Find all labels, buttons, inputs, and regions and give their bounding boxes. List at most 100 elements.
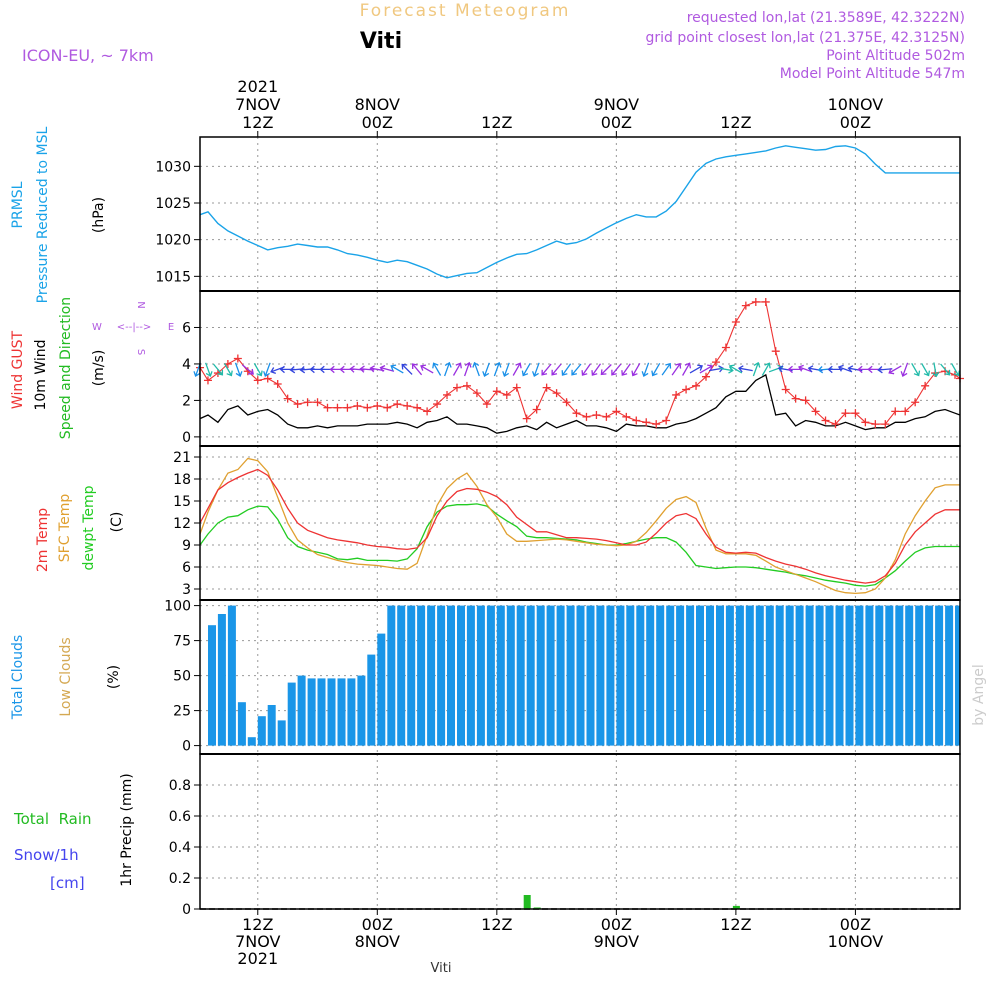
total-clouds-bar (297, 675, 306, 746)
total-clouds-bar (476, 605, 485, 746)
gust-marker (731, 318, 740, 326)
y-tick-label: 1020 (155, 233, 191, 249)
total-clouds-bar (208, 625, 216, 746)
wind-direction-arrow (512, 362, 522, 376)
total-clouds-bar (576, 605, 585, 746)
temp-dewpt-label: dewpt Temp (81, 485, 97, 570)
compass-south: S (135, 349, 146, 355)
gust-marker (711, 358, 720, 367)
total-clouds-bar (247, 737, 256, 746)
gust-marker (343, 403, 352, 412)
gust-marker (672, 390, 681, 399)
gust-marker (721, 343, 730, 352)
temp-2m-line (199, 468, 960, 584)
wind-direction-arrow (541, 363, 552, 376)
total-clouds-bar (636, 605, 645, 746)
y-tick-label: 0 (182, 739, 191, 755)
gust-marker (781, 385, 790, 394)
compass-north: N (135, 301, 146, 308)
bottom-time-label: 12Z (242, 915, 273, 934)
wind-direction-arrow (932, 362, 940, 378)
rain-bar (523, 895, 531, 909)
gust-marker (682, 385, 691, 394)
total-clouds-bar (765, 605, 774, 746)
total-clouds-bar (755, 605, 764, 746)
wind-direction-arrow (531, 362, 540, 377)
gust-marker (841, 409, 850, 418)
gust-marker (512, 383, 521, 392)
total-clouds-bar (795, 605, 804, 746)
total-clouds-bar (437, 605, 446, 746)
gust-marker (821, 416, 830, 425)
gust-marker (692, 381, 701, 390)
total-clouds-bar (347, 678, 356, 746)
wind-direction-arrow (482, 362, 490, 377)
gust-marker (562, 398, 571, 407)
total-clouds-bar (227, 605, 236, 746)
gust-marker (751, 297, 760, 306)
gust-marker (263, 374, 272, 383)
gust-marker (831, 420, 840, 429)
gust-marker (881, 420, 890, 429)
total-clouds-bar (616, 605, 625, 746)
panel-frames (199, 136, 961, 910)
y-tick-label: 12 (173, 516, 191, 532)
total-rain-label: Total Rain (13, 810, 92, 828)
wind-direction-arrow (661, 362, 672, 376)
wind-direction-arrow (950, 362, 960, 377)
total-clouds-bar (536, 605, 545, 746)
temp-2m-label: 2m Temp (35, 508, 51, 572)
wind-direction-arrow (641, 362, 650, 377)
gust-marker (443, 390, 452, 399)
total-clouds-bar (915, 605, 924, 746)
wind-speed-dir-label: Speed and Direction (58, 297, 74, 439)
gust-marker (632, 416, 641, 425)
wind-direction-arrow (631, 362, 641, 377)
gust-marker (761, 297, 770, 306)
gust-marker (662, 416, 671, 425)
gust-marker (901, 407, 910, 416)
wind-ylabels: Wind GUST 10m Wind Speed and Direction (… (10, 297, 174, 439)
y-tick-label: 1025 (155, 196, 191, 212)
gust-marker (702, 372, 711, 381)
requested-coords: requested lon,lat (21.3589E, 42.3222N) (687, 10, 965, 26)
total-clouds-bar (835, 605, 844, 746)
bottom-time-label: 12Z (481, 915, 512, 934)
wind-direction-arrow (837, 364, 853, 373)
wind-direction-arrow (581, 363, 592, 376)
total-clouds-bar (506, 605, 515, 746)
total-clouds-bar (606, 605, 615, 746)
wind-direction-arrow (671, 362, 682, 376)
top-time-label: 8NOV (355, 95, 400, 114)
y-tick-label: 6 (182, 560, 191, 576)
total-clouds-bar (925, 605, 934, 746)
pressure-ylabels: PRMSL Pressure Reduced to MSL (hPa) (10, 126, 107, 303)
total-clouds-bar (317, 678, 326, 746)
gust-marker (572, 409, 581, 418)
y-tick-label: 0.2 (169, 871, 191, 887)
total-clouds-bar (745, 605, 754, 746)
compass-cross: <--|--> (117, 322, 152, 333)
y-tick-label: 0.8 (169, 778, 191, 794)
wind-direction-arrow (379, 365, 395, 372)
wind-direction-arrow (752, 361, 761, 377)
wind-direction-arrow (591, 363, 602, 376)
gust-marker (602, 412, 611, 421)
footer-station: Viti (431, 961, 452, 976)
gust-marker (911, 398, 920, 407)
top-time-label: 10NOV (828, 95, 884, 114)
total-clouds-bar (716, 605, 724, 746)
axes-layer: 1015 1020 1025 1030 0 2 4 6 3 6 9 12 15 18 21 0 25 50 75 10… (155, 77, 883, 968)
wind-direction-arrow (432, 362, 442, 376)
bottom-time-label: 00Z (840, 915, 871, 934)
product-title: Forecast Meteogram (360, 1, 571, 21)
y-tick-label: 75 (173, 634, 191, 650)
gust-marker (791, 394, 800, 403)
total-clouds-bar (546, 605, 555, 746)
grid-layer (200, 137, 960, 910)
total-clouds-bar (257, 716, 266, 746)
total-clouds-bar (566, 605, 575, 746)
precip-ylabel: 1hr Precip (mm) (119, 773, 135, 886)
bottom-time-label: 2021 (237, 949, 278, 968)
gust-marker (383, 403, 392, 412)
